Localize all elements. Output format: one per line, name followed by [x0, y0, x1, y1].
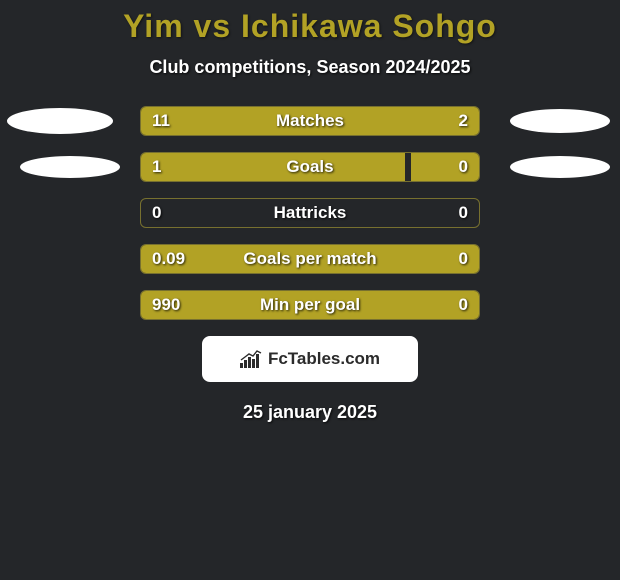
- player-left-marker: [7, 108, 113, 134]
- stat-label: Matches: [276, 106, 344, 136]
- stats-area: 112Matches10Goals00Hattricks0.090Goals p…: [0, 106, 620, 320]
- chart-icon: [240, 350, 262, 368]
- stat-label: Hattricks: [274, 198, 347, 228]
- stat-value-left: 1: [140, 152, 161, 182]
- player-left-marker: [20, 156, 120, 178]
- stat-label: Goals: [286, 152, 333, 182]
- stat-value-left: 11: [140, 106, 170, 136]
- stat-label: Min per goal: [260, 290, 360, 320]
- date-label: 25 january 2025: [0, 402, 620, 423]
- player-right-marker: [510, 109, 610, 133]
- comparison-widget: Yim vs Ichikawa Sohgo Club competitions,…: [0, 0, 620, 423]
- logo-box[interactable]: FcTables.com: [202, 336, 418, 382]
- stat-row: 0.090Goals per match: [0, 244, 620, 274]
- stat-value-left: 0.09: [140, 244, 185, 274]
- logo-text: FcTables.com: [268, 349, 380, 369]
- subtitle: Club competitions, Season 2024/2025: [0, 57, 620, 78]
- stat-value-right: 0: [310, 152, 480, 182]
- stat-row: 112Matches: [0, 106, 620, 136]
- page-title: Yim vs Ichikawa Sohgo: [0, 8, 620, 45]
- stat-row: 00Hattricks: [0, 198, 620, 228]
- stat-value-left: 0: [140, 198, 161, 228]
- stat-label: Goals per match: [243, 244, 376, 274]
- stat-row: 9900Min per goal: [0, 290, 620, 320]
- stat-value-left: 990: [140, 290, 180, 320]
- player-right-marker: [510, 156, 610, 178]
- stat-row: 1 0Goals: [0, 152, 620, 182]
